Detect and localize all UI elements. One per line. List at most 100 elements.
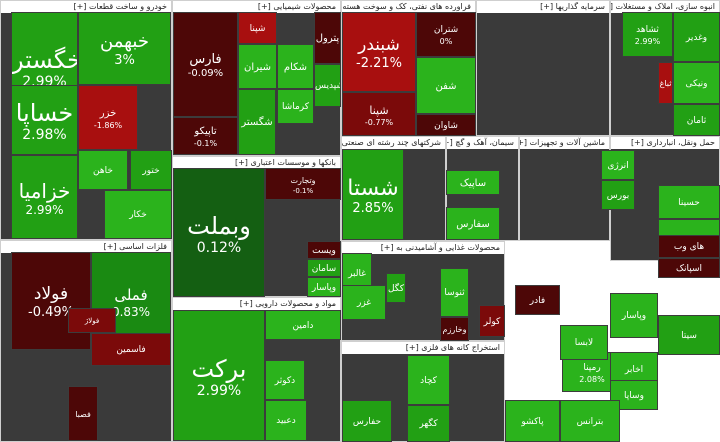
sector-title[interactable]: فلزات اساسی [+] xyxy=(1,241,171,253)
stock-tile[interactable]: وخارزم xyxy=(440,317,469,341)
stock-tile[interactable]: ثشاهد 2.99% xyxy=(622,12,673,57)
sector-title[interactable]: محصولات شیمیایی [+] xyxy=(173,1,340,13)
stock-change: 2.99% xyxy=(25,203,64,217)
stock-change: -0.1% xyxy=(193,139,218,148)
stock-tile[interactable]: بورس xyxy=(601,180,635,210)
sector-machinery[interactable]: ماشین آلات و تجهیزات [+] xyxy=(519,136,610,241)
stock-tile[interactable]: شفن xyxy=(416,57,476,114)
stock-tile[interactable]: حسینا xyxy=(658,185,720,219)
stock-symbol: وپاسار xyxy=(311,282,337,293)
stock-tile[interactable]: دکوثر xyxy=(265,360,305,400)
sector-title[interactable]: سرمایه گذاریها [+] xyxy=(477,1,609,13)
stock-tile[interactable]: شبندر -2.21% xyxy=(342,12,416,92)
stock-tile[interactable]: ویست xyxy=(307,241,341,259)
stock-tile[interactable]: شکام xyxy=(277,44,314,89)
stock-tile[interactable]: فاسمین xyxy=(91,333,171,366)
stock-symbol: فصبا xyxy=(75,409,91,419)
stock-symbol: شاوان xyxy=(434,120,458,131)
stock-tile[interactable]: شپدیس xyxy=(314,64,341,107)
stock-tile[interactable]: فولاژ xyxy=(68,308,116,333)
stock-symbol: خزر xyxy=(99,107,117,119)
stock-change: 0% xyxy=(439,37,453,46)
stock-tile[interactable]: برکت 2.99% xyxy=(173,310,265,441)
stock-tile[interactable]: سیتا xyxy=(658,315,720,355)
stock-tile[interactable]: شتران 0% xyxy=(416,12,476,57)
stock-change: 2.99% xyxy=(634,37,661,46)
stock-tile[interactable]: ثامان xyxy=(673,104,720,136)
stock-tile[interactable]: ثباغ xyxy=(658,62,673,104)
sector-title[interactable]: حمل ونقل، انبارداری [+] xyxy=(611,137,719,149)
stock-tile[interactable]: شیران xyxy=(238,44,277,89)
stock-tile[interactable]: کگل xyxy=(386,273,406,303)
stock-tile[interactable]: ساپیک xyxy=(446,170,500,195)
stock-tile[interactable]: حفارس xyxy=(342,400,392,442)
sector-title[interactable]: محصولات غذایی و آشامیدنی به [+] xyxy=(342,242,504,254)
stock-tile[interactable]: سفارس xyxy=(446,207,500,240)
stock-symbol: خزامیا xyxy=(18,179,71,203)
stock-tile[interactable]: وغدیر xyxy=(673,12,720,62)
stock-tile[interactable]: شاوان xyxy=(416,114,476,136)
stock-tile[interactable]: فارس -0.09% xyxy=(173,12,238,117)
sector-title[interactable]: مواد و محصولات دارویی [+] xyxy=(173,298,340,310)
stock-symbol: شگستر xyxy=(241,117,273,128)
stock-tile[interactable]: فصبا xyxy=(68,386,98,441)
stock-tile[interactable]: فولاد -0.49% xyxy=(11,252,91,350)
stock-tile[interactable]: دعبید xyxy=(265,400,307,441)
stock-tile[interactable]: کگهر xyxy=(407,405,450,442)
stock-tile[interactable]: ونیکی xyxy=(673,62,720,104)
stock-tile[interactable]: های وب xyxy=(658,235,720,258)
stock-tile[interactable]: پاکشو xyxy=(505,400,560,442)
stock-tile[interactable]: خساپا 2.98% xyxy=(11,85,78,155)
stock-symbol: تاپیکو xyxy=(194,126,217,137)
stock-change: -0.09% xyxy=(187,68,224,79)
stock-tile[interactable]: شستا 2.85% xyxy=(342,149,404,240)
stock-tile[interactable]: وبملت 0.12% xyxy=(173,168,265,297)
sector-title[interactable]: استخراج کانه های فلزی [+] xyxy=(342,342,504,354)
stock-symbol: خکار xyxy=(129,210,147,220)
stock-tile[interactable]: ختور xyxy=(130,150,172,190)
stock-tile[interactable]: پترول xyxy=(314,12,341,64)
stock-tile[interactable]: انرژی xyxy=(601,150,635,180)
stock-symbol: شپنا xyxy=(369,103,389,117)
stock-symbol: های وب xyxy=(673,242,705,252)
stock-tile[interactable]: وپاسار xyxy=(610,293,658,338)
stock-tile[interactable]: خبهمن 3% xyxy=(78,12,171,85)
stock-tile[interactable]: فادر xyxy=(515,285,560,315)
sector-title[interactable]: شرکتهای چند رشته ای صنعتی [+] xyxy=(342,137,445,149)
stock-symbol: فادر xyxy=(529,295,546,306)
sector-title[interactable]: بانکها و موسسات اعتباری [+] xyxy=(173,157,340,169)
sector-title[interactable]: انبوه سازی، املاک و مستغلات [+] xyxy=(611,1,719,13)
stock-tile[interactable]: خکار xyxy=(104,190,172,239)
stock-tile[interactable]: کچاد xyxy=(407,355,450,405)
stock-symbol: سفارس xyxy=(456,218,490,230)
stock-tile[interactable]: خاهن xyxy=(78,150,128,190)
stock-tile[interactable]: تاپیکو -0.1% xyxy=(173,117,238,155)
stock-symbol: خبهمن xyxy=(100,31,149,52)
stock-change: 0.12% xyxy=(196,239,242,256)
stock-tile[interactable]: وتجارت -0.1% xyxy=(265,168,341,200)
stock-symbol: ثامان xyxy=(686,115,707,126)
stock-tile[interactable]: ثنوسا xyxy=(440,268,469,317)
sector-title[interactable]: خودرو و ساخت قطعات [+] xyxy=(1,1,171,13)
stock-tile[interactable]: شپنا xyxy=(238,12,277,44)
stock-tile[interactable]: لابسا xyxy=(560,325,608,360)
stock-tile[interactable]: خزامیا 2.99% xyxy=(11,155,78,239)
stock-tile[interactable]: کرماشا xyxy=(277,89,314,124)
sector-invest[interactable]: سرمایه گذاریها [+] xyxy=(476,0,610,136)
stock-tile[interactable]: دامین xyxy=(265,310,341,340)
stock-symbol: ختور xyxy=(142,165,160,176)
stock-tile[interactable]: غزر xyxy=(342,285,386,320)
sector-title[interactable]: فراورده های نفتی، کک و سوخت هسته ای [+] xyxy=(342,1,475,13)
stock-tile[interactable]: شپنا -0.77% xyxy=(342,92,416,136)
sector-title[interactable]: ماشین آلات و تجهیزات [+] xyxy=(520,137,609,149)
stock-tile[interactable]: بترانس xyxy=(560,400,620,442)
stock-tile[interactable]: خزر -1.86% xyxy=(78,85,138,150)
stock-tile[interactable]: کولر xyxy=(479,305,505,337)
stock-tile[interactable]: سامان xyxy=(307,259,341,277)
stock-tile[interactable]: شگستر xyxy=(238,89,276,155)
stock-tile[interactable]: اسپانک xyxy=(658,258,720,278)
stock-tile[interactable]: وپاسار xyxy=(307,277,341,297)
stock-symbol: ثشاهد xyxy=(636,25,659,35)
stock-symbol: کولر xyxy=(483,316,501,327)
sector-title[interactable]: سیمان، آهک و گچ [+] xyxy=(447,137,518,149)
